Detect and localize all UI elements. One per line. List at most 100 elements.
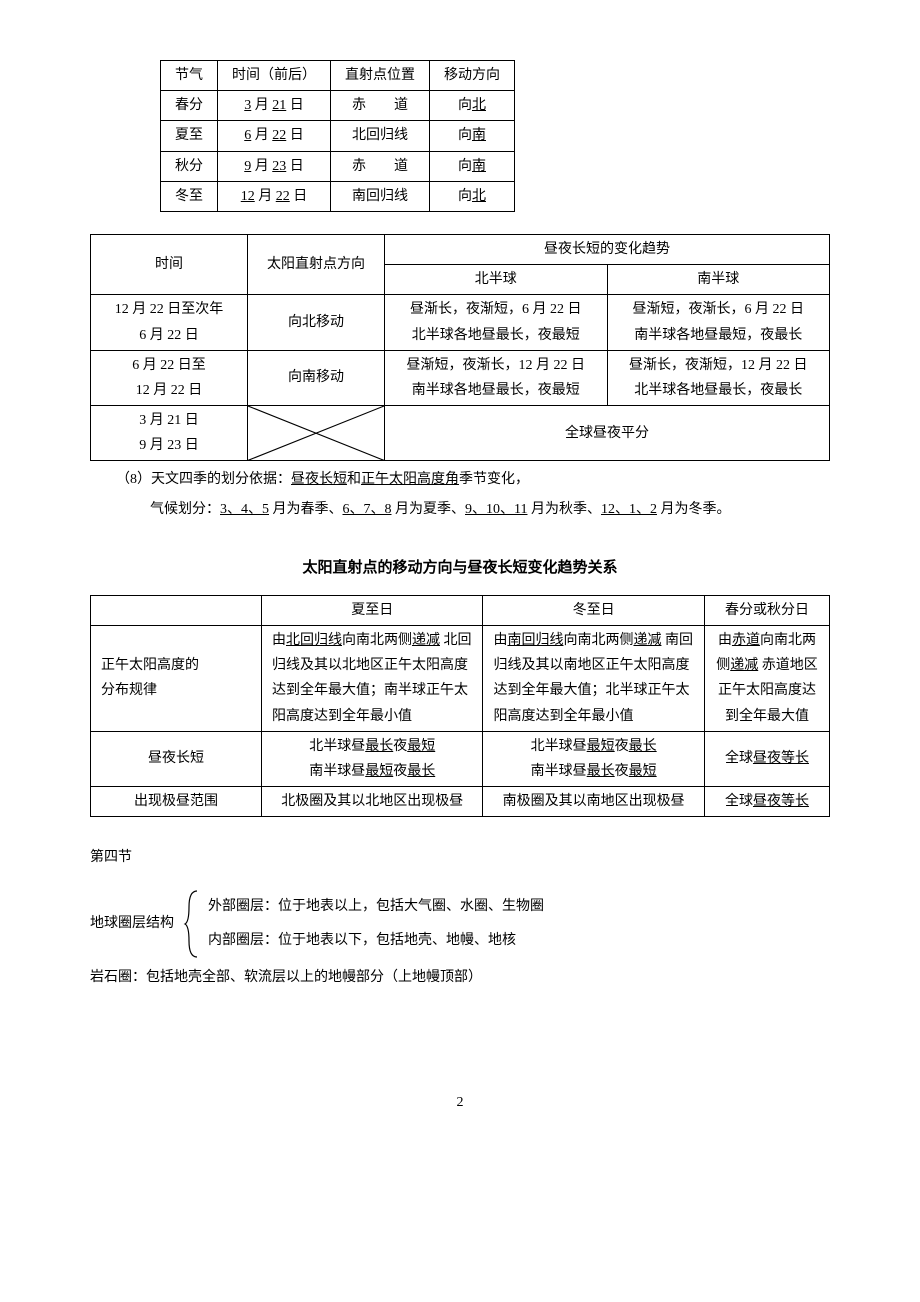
lithosphere-text: 岩石圈：包括地壳全部、软流层以上的地幔部分（上地幔顶部）	[90, 965, 830, 990]
cell: 昼渐长，夜渐短，12 月 22 日北半球各地昼最长，夜最长	[607, 350, 830, 405]
cell: 全球昼夜等长	[704, 731, 829, 786]
cell: 由赤道向南北两侧递减 赤道地区正午太阳高度达到全年最大值	[704, 626, 829, 732]
header-cell: 移动方向	[430, 61, 515, 91]
cell: 北半球昼最短夜最长 南半球昼最长夜最短	[483, 731, 704, 786]
cell: 向北	[430, 91, 515, 121]
day-night-trend-table: 时间 太阳直射点方向 昼夜长短的变化趋势 北半球 南半球 12 月 22 日至次…	[90, 234, 830, 462]
table3-title: 太阳直射点的移动方向与昼夜长短变化趋势关系	[90, 554, 830, 581]
text: 月为冬季。	[657, 502, 731, 517]
header-cell: 南半球	[607, 265, 830, 295]
header-cell: 时间（前后）	[218, 61, 331, 91]
cell: 由南回归线向南北两侧递减 南回归线及其以南地区正午太阳高度达到全年最大值；北半球…	[483, 626, 704, 732]
cross-icon	[248, 406, 384, 460]
table-row: 3 月 21 日 9 月 23 日 全球昼夜平分	[91, 406, 830, 461]
cell: 北极圈及其以北地区出现极昼	[262, 787, 483, 817]
table-row: 冬至12 月 22 日南回归线向北	[161, 181, 515, 211]
table-row: 春分3 月 21 日赤 道向北	[161, 91, 515, 121]
brace-content: 外部圈层：位于地表以上，包括大气圈、水圈、生物圈 内部圈层：位于地表以下，包括地…	[204, 890, 544, 957]
header-cell: 春分或秋分日	[704, 595, 829, 625]
cell: 赤 道	[331, 91, 430, 121]
cell: 赤 道	[331, 151, 430, 181]
text-underline: 正午太阳高度角	[361, 472, 459, 487]
section-4: 第四节 地球圈层结构 外部圈层：位于地表以上，包括大气圈、水圈、生物圈 内部圈层…	[90, 845, 830, 989]
header-cell: 时间	[91, 234, 248, 294]
cell: 夏至	[161, 121, 218, 151]
header-cell: 直射点位置	[331, 61, 430, 91]
solstice-equinox-table: 夏至日 冬至日 春分或秋分日 正午太阳高度的 分布规律 由北回归线向南北两侧递减…	[90, 595, 830, 818]
header-cell: 北半球	[385, 265, 608, 295]
cell: 3 月 21 日	[218, 91, 331, 121]
text-underline: 9、10、11	[465, 502, 527, 517]
cell: 3 月 21 日 9 月 23 日	[91, 406, 248, 461]
header-cell: 节气	[161, 61, 218, 91]
text: 分布规律	[101, 683, 157, 698]
solar-terms-table: 节气 时间（前后） 直射点位置 移动方向 春分3 月 21 日赤 道向北夏至6 …	[160, 60, 515, 212]
cell: 昼渐短，夜渐长，12 月 22 日南半球各地昼最长，夜最短	[385, 350, 608, 405]
cell: 正午太阳高度的 分布规律	[91, 626, 262, 732]
text: 和	[347, 472, 361, 487]
text: 3 月 21 日	[99, 408, 239, 433]
cell: 北回归线	[331, 121, 430, 151]
table-row: 夏至日 冬至日 春分或秋分日	[91, 595, 830, 625]
text-underline: 3、4、5	[220, 502, 269, 517]
cell: 全球昼夜等长	[704, 787, 829, 817]
text-underline: 6、7、8	[343, 502, 392, 517]
header-cell	[91, 595, 262, 625]
cell: 由北回归线向南北两侧递减 北回归线及其以北地区正午太阳高度达到全年最大值；南半球…	[262, 626, 483, 732]
cell: 冬至	[161, 181, 218, 211]
table-row: 秋分9 月 23 日赤 道向南	[161, 151, 515, 181]
header-cell: 夏至日	[262, 595, 483, 625]
text: 月为秋季、	[527, 502, 601, 517]
table-row: 时间 太阳直射点方向 昼夜长短的变化趋势	[91, 234, 830, 264]
cell: 12 月 22 日	[218, 181, 331, 211]
table-row: 夏至6 月 22 日北回归线向南	[161, 121, 515, 151]
cell: 出现极昼范围	[91, 787, 262, 817]
text: 气候划分：	[150, 502, 220, 517]
cell: 北半球昼最长夜最短 南半球昼最短夜最长	[262, 731, 483, 786]
section-heading: 第四节	[90, 845, 830, 870]
table-row: 12 月 22 日至次年6 月 22 日向北移动昼渐长，夜渐短，6 月 22 日…	[91, 295, 830, 350]
table-row: 节气 时间（前后） 直射点位置 移动方向	[161, 61, 515, 91]
table-row: 出现极昼范围 北极圈及其以北地区出现极昼 南极圈及其以南地区出现极昼 全球昼夜等…	[91, 787, 830, 817]
paragraph-8-line2: 气候划分：3、4、5 月为春季、6、7、8 月为夏季、9、10、11 月为秋季、…	[90, 497, 830, 522]
cell: 6 月 22 日	[218, 121, 331, 151]
brace-label: 地球圈层结构	[90, 911, 174, 936]
page-number: 2	[90, 1090, 830, 1115]
brace-structure: 地球圈层结构 外部圈层：位于地表以上，包括大气圈、水圈、生物圈 内部圈层：位于地…	[90, 889, 830, 959]
cell: 昼渐短，夜渐长，6 月 22 日南半球各地昼最短，夜最长	[607, 295, 830, 350]
table-row: 昼夜长短 北半球昼最长夜最短 南半球昼最短夜最长 北半球昼最短夜最长 南半球昼最…	[91, 731, 830, 786]
text: 正午太阳高度的	[101, 658, 199, 673]
text: 月为夏季、	[392, 502, 466, 517]
text: 外部圈层：位于地表以上，包括大气圈、水圈、生物圈	[208, 890, 544, 924]
header-cell: 昼夜长短的变化趋势	[385, 234, 830, 264]
paragraph-8: （8）天文四季的划分依据：昼夜长短和正午太阳高度角季节变化，	[90, 467, 830, 492]
brace-icon	[182, 889, 204, 959]
text: （8）天文四季的划分依据：	[116, 472, 291, 487]
text: 季节变化，	[459, 472, 529, 487]
table-row: 6 月 22 日至12 月 22 日向南移动昼渐短，夜渐长，12 月 22 日南…	[91, 350, 830, 405]
cell: 昼夜长短	[91, 731, 262, 786]
cell: 向北	[430, 181, 515, 211]
header-cell: 太阳直射点方向	[248, 234, 385, 294]
cell: 全球昼夜平分	[385, 406, 830, 461]
cell: 昼渐长，夜渐短，6 月 22 日北半球各地昼最长，夜最短	[385, 295, 608, 350]
table-row: 正午太阳高度的 分布规律 由北回归线向南北两侧递减 北回归线及其以北地区正午太阳…	[91, 626, 830, 732]
cell: 南极圈及其以南地区出现极昼	[483, 787, 704, 817]
cell: 向南	[430, 121, 515, 151]
cell: 6 月 22 日至12 月 22 日	[91, 350, 248, 405]
crossed-cell	[248, 406, 385, 461]
text-underline: 昼夜长短	[291, 472, 347, 487]
cell: 秋分	[161, 151, 218, 181]
cell: 南回归线	[331, 181, 430, 211]
cell: 9 月 23 日	[218, 151, 331, 181]
cell: 向南移动	[248, 350, 385, 405]
header-cell: 冬至日	[483, 595, 704, 625]
cell: 向南	[430, 151, 515, 181]
text: 内部圈层：位于地表以下，包括地壳、地幔、地核	[208, 924, 544, 958]
text: 9 月 23 日	[99, 433, 239, 458]
text: 月为春季、	[269, 502, 343, 517]
cell: 春分	[161, 91, 218, 121]
cell: 12 月 22 日至次年6 月 22 日	[91, 295, 248, 350]
cell: 向北移动	[248, 295, 385, 350]
text-underline: 12、1、2	[601, 502, 657, 517]
